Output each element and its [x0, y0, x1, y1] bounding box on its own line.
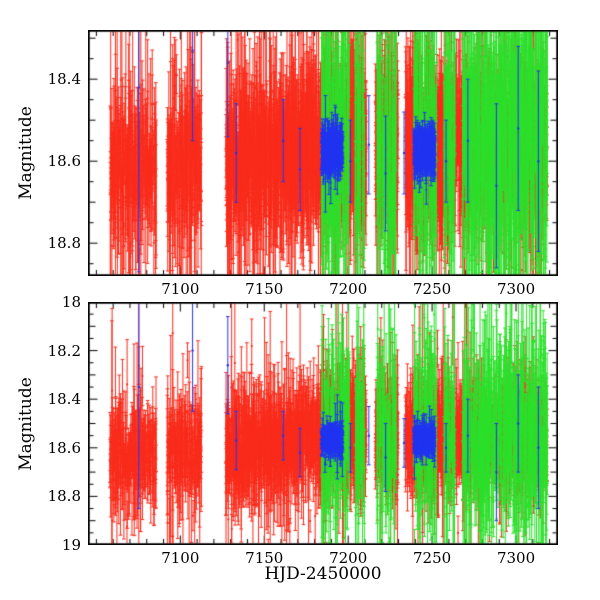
x-tick-label: 7300	[496, 549, 536, 567]
top-panel-plot	[88, 30, 558, 276]
x-tick-label: 7250	[413, 549, 452, 567]
y-tick-label: 18.4	[47, 390, 81, 409]
y-tick-label: 18.2	[47, 341, 81, 360]
x-tick-label: 7100	[161, 549, 200, 567]
y-axis-label-top: Magnitude	[16, 106, 36, 200]
y-tick-label: 18.4	[47, 70, 81, 89]
x-tick-label: 7150	[245, 549, 284, 567]
y-tick-label: 18.6	[47, 438, 81, 457]
y-axis-label-bottom: Magnitude	[16, 377, 36, 471]
x-tick-label: 7250	[413, 280, 452, 298]
bottom-panel-plot	[88, 302, 558, 545]
y-tick-label: 18.8	[47, 234, 81, 253]
y-tick-label: 19	[61, 536, 81, 554]
x-tick-label: 7100	[161, 280, 200, 298]
x-tick-label: 7300	[496, 280, 536, 298]
y-tick-label: 18.8	[47, 487, 81, 506]
y-tick-label: 18.6	[47, 152, 81, 171]
x-axis-label: HJD-2450000	[264, 564, 382, 584]
y-tick-label: 18	[61, 293, 81, 311]
x-tick-label: 7200	[329, 549, 368, 567]
x-tick-label: 7150	[245, 280, 284, 298]
x-tick-label: 7200	[329, 280, 368, 298]
